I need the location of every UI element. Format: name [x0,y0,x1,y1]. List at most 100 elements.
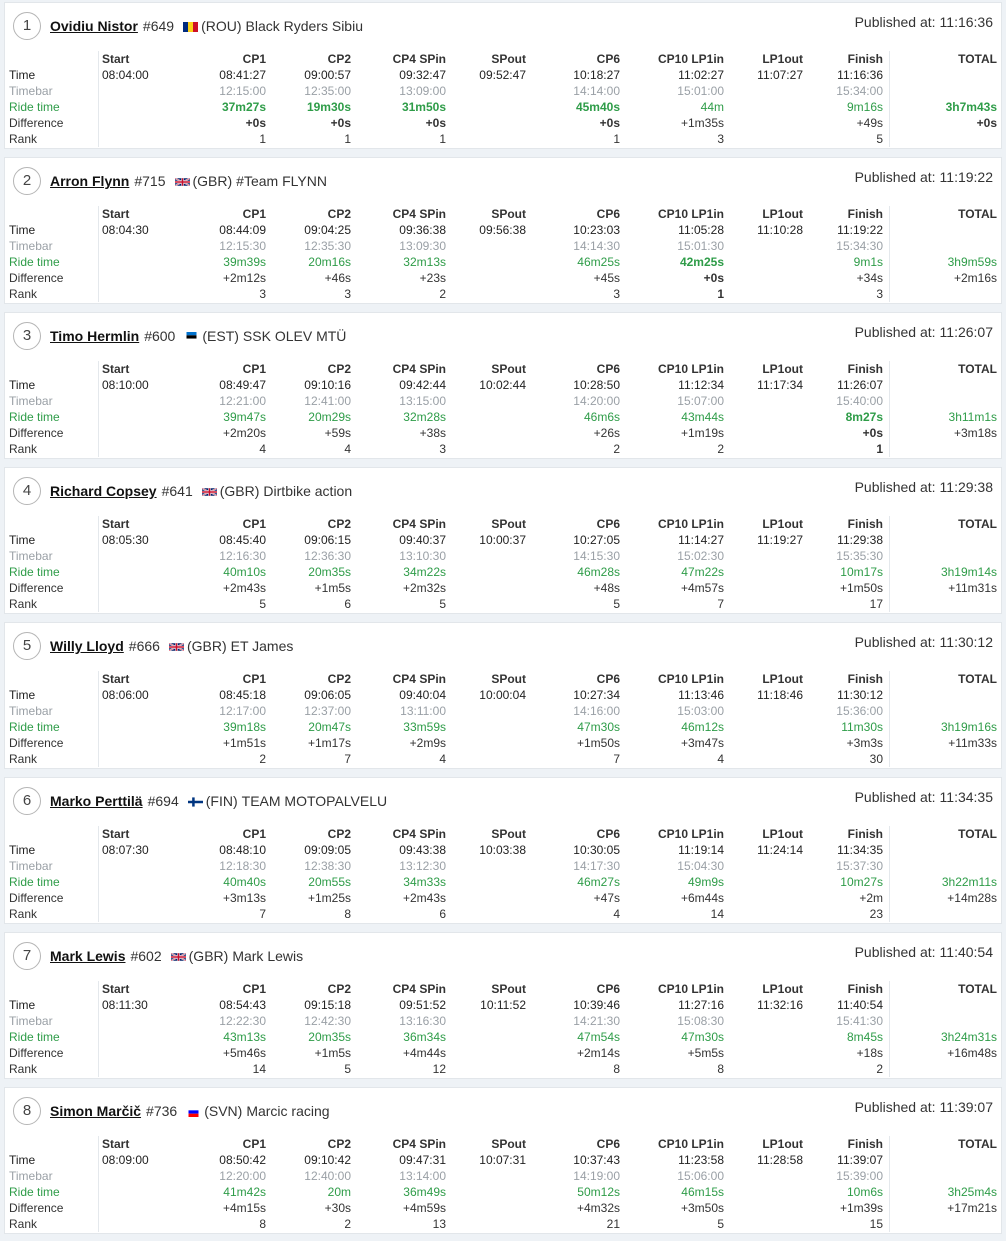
time-cell-cp6: 10:37:43 [573,1153,620,1167]
timebar-cell-finish: 15:34:30 [836,239,883,253]
row-label-timebar: Timebar [9,1169,53,1183]
col-header-cp4-spin: CP4 SPin [392,672,446,686]
rank-cell-cp2: 2 [344,1217,351,1231]
rider-name-link[interactable]: Mark Lewis [50,948,126,964]
column-divider [889,361,890,457]
published-label: Published at: [854,1099,936,1115]
row-label-rank: Rank [9,287,38,301]
col-header-total: TOTAL [958,982,997,996]
diff-cell-cp2: +30s [324,1201,351,1215]
col-header-start: Start [102,517,130,531]
rider-name-link[interactable]: Willy Lloyd [50,638,124,654]
rider-name-link[interactable]: Richard Copsey [50,483,157,499]
rider-name-link[interactable]: Simon Marčič [50,1103,142,1119]
rank-cell-cp2: 3 [344,287,351,301]
rider-card: 2 Arron Flynn #715 (GBR) #Team FLYNN Publishe… [4,157,1002,304]
diff-cell-cp4-spin: +2m43s [402,891,446,905]
published-value: 11:30:12 [939,634,993,650]
column-divider [98,826,99,922]
rank-cell-cp4-spin: 13 [432,1217,446,1231]
ride-cell-cp10-lp1in: 47m22s [681,565,724,579]
rider-header: 7 Mark Lewis #602 (GBR) Mark Lewis Published … [5,933,1001,973]
diff-cell-total: +3m18s [953,426,997,440]
ride-cell-cp2: 20m47s [308,720,351,734]
time-cell-cp4-spin: 09:36:38 [399,223,446,237]
rank-cell-cp6: 8 [613,1062,620,1076]
rider-number: #649 [142,18,175,34]
rank-cell-cp1: 2 [259,752,266,766]
col-header-spout: SPout [491,672,526,686]
row-label-time: Time [9,843,36,857]
col-header-spout: SPout [491,517,526,531]
ride-cell-cp6: 46m27s [577,875,620,889]
timebar-cell-cp6: 14:20:00 [573,394,620,408]
rank-cell-cp10-lp1in: 2 [717,442,724,456]
ride-cell-cp10-lp1in: 44m [700,100,724,114]
col-header-cp1: CP1 [242,52,266,66]
ride-cell-cp4-spin: 32m28s [403,410,446,424]
time-cell-finish: 11:40:54 [837,998,883,1012]
col-header-lp1out: LP1out [762,1137,803,1151]
row-label-diff: Difference [9,891,64,905]
row-label-ride: Ride time [9,565,60,579]
column-divider [98,206,99,302]
rank-cell-finish: 1 [876,442,883,456]
rider-name-link[interactable]: Timo Hermlin [50,328,140,344]
ride-cell-cp4-spin: 34m33s [403,875,446,889]
timebar-cell-cp10-lp1in: 15:06:00 [677,1169,724,1183]
team-name: Marcic racing [246,1103,330,1119]
diff-row: Difference +5m46s +1m5s +4m44s +2m14s +5m5s +1… [5,1045,1001,1061]
col-header-lp1out: LP1out [762,52,803,66]
col-header-finish: Finish [847,672,883,686]
timebar-cell-cp6: 14:14:00 [573,84,620,98]
timebar-cell-cp6: 14:17:30 [573,859,620,873]
diff-cell-cp1: +2m43s [222,581,266,595]
rider-name-link[interactable]: Marko Perttilä [50,793,143,809]
rider-card: 7 Mark Lewis #602 (GBR) Mark Lewis Published … [4,932,1002,1079]
rider-header: 5 Willy Lloyd #666 (GBR) ET James Published a… [5,623,1001,663]
col-header-start: Start [102,1137,130,1151]
diff-cell-cp4-spin: +2m9s [409,736,446,750]
diff-cell-finish: +49s [856,116,883,130]
diff-cell-cp2: +46s [324,271,351,285]
rank-cell-cp1: 1 [259,132,266,146]
diff-cell-cp1: +5m46s [222,1046,266,1060]
col-header-cp10-lp1in: CP10 LP1in [657,52,724,66]
time-cell-start: 08:11:30 [102,998,148,1012]
time-cell-cp10-lp1in: 11:12:34 [678,378,724,392]
rider-name-link[interactable]: Ovidiu Nistor [50,18,138,34]
timebar-cell-cp2: 12:41:00 [304,394,351,408]
row-label-diff: Difference [9,426,64,440]
time-cell-cp1: 08:54:43 [219,998,266,1012]
row-label-diff: Difference [9,1046,64,1060]
col-header-lp1out: LP1out [762,207,803,221]
row-label-timebar: Timebar [9,859,53,873]
diff-cell-finish: +18s [856,1046,883,1060]
time-cell-cp10-lp1in: 11:14:27 [678,533,724,547]
diff-cell-cp2: +1m25s [307,891,351,905]
col-header-finish: Finish [847,517,883,531]
header-row: Start CP1 CP2 CP4 SPin SPout CP6 CP10 LP1in LP1… [5,826,1001,842]
row-label-time: Time [9,1153,36,1167]
ride-cell-cp1: 39m39s [223,255,266,269]
time-cell-cp1: 08:41:27 [219,68,266,82]
position-badge: 4 [13,477,41,505]
time-cell-start: 08:06:00 [102,688,149,702]
time-row: Time 08:05:30 08:45:40 09:06:15 09:40:37 10:0… [5,532,1001,548]
ride-row: Ride time 43m13s 20m35s 36m34s 47m54s 47m30s 8… [5,1029,1001,1045]
time-row: Time 08:11:30 08:54:43 09:15:18 09:51:52 10:1… [5,997,1001,1013]
column-divider [98,981,99,1077]
time-cell-cp10-lp1in: 11:19:14 [678,843,724,857]
row-label-time: Time [9,223,36,237]
time-cell-cp10-lp1in: 11:27:16 [678,998,724,1012]
col-header-cp1: CP1 [242,207,266,221]
diff-cell-finish: +0s [862,426,883,440]
diff-row: Difference +2m20s +59s +38s +26s +1m19s +0s +3m… [5,425,1001,441]
published-time: Published at: 11:19:22 [855,169,993,185]
diff-cell-cp6: +47s [593,891,620,905]
col-header-cp2: CP2 [327,207,351,221]
timebar-cell-cp2: 12:36:30 [304,549,351,563]
diff-cell-cp10-lp1in: +6m44s [680,891,724,905]
timebar-cell-cp10-lp1in: 15:04:30 [677,859,724,873]
rider-name-link[interactable]: Arron Flynn [50,173,130,189]
